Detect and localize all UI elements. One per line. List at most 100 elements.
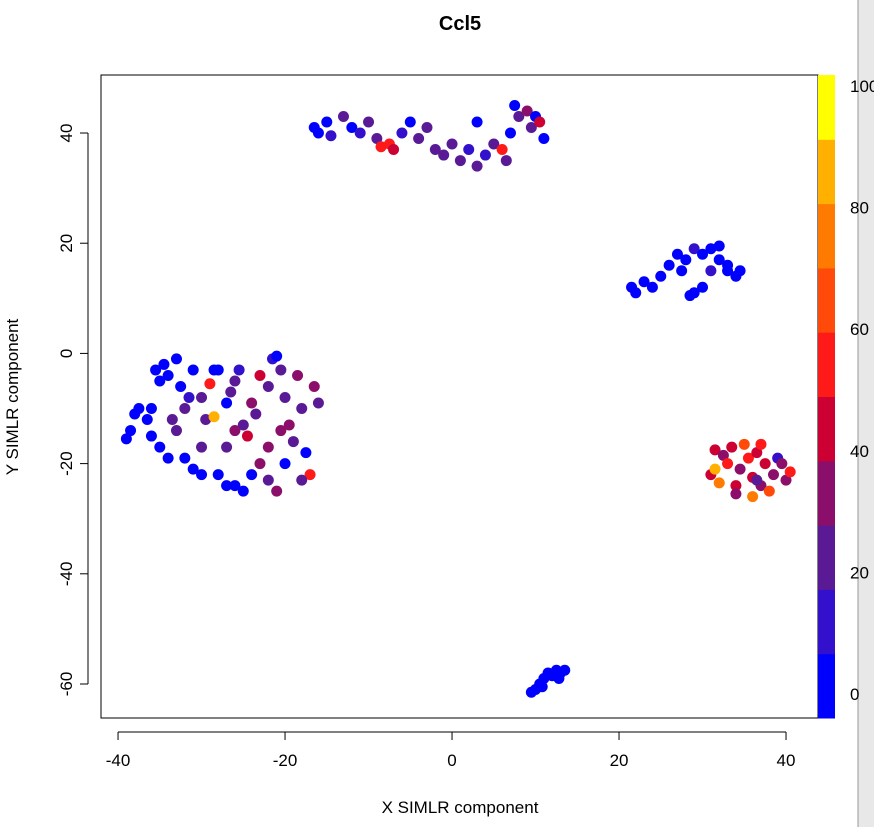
colorbar-bin bbox=[818, 589, 835, 655]
point bbox=[504, 127, 516, 139]
point bbox=[559, 664, 571, 676]
point bbox=[734, 265, 746, 277]
point bbox=[275, 364, 287, 376]
point bbox=[241, 430, 253, 442]
point bbox=[404, 116, 416, 128]
point bbox=[413, 133, 425, 145]
point bbox=[196, 391, 208, 403]
point bbox=[162, 369, 174, 381]
point bbox=[187, 463, 199, 475]
point bbox=[283, 419, 295, 431]
point bbox=[463, 144, 475, 156]
point bbox=[767, 469, 779, 481]
point bbox=[229, 375, 241, 387]
point bbox=[375, 141, 387, 153]
point bbox=[271, 485, 283, 497]
point bbox=[141, 414, 153, 426]
point bbox=[300, 447, 312, 459]
y-tick-label: -20 bbox=[57, 451, 76, 476]
point bbox=[713, 254, 725, 266]
point bbox=[162, 452, 174, 464]
point bbox=[254, 369, 266, 381]
point bbox=[196, 469, 208, 481]
point bbox=[525, 122, 537, 134]
point bbox=[292, 369, 304, 381]
point bbox=[396, 127, 408, 139]
point bbox=[471, 116, 483, 128]
x-tick-label: 20 bbox=[610, 751, 629, 770]
x-axis-label: X SIMLR component bbox=[382, 798, 539, 817]
point bbox=[371, 133, 383, 145]
point bbox=[233, 364, 245, 376]
point bbox=[166, 414, 178, 426]
point bbox=[237, 485, 249, 497]
colorbar-tick-label: 0 bbox=[850, 685, 859, 704]
point bbox=[738, 438, 750, 450]
point bbox=[705, 265, 717, 277]
point bbox=[208, 411, 220, 423]
colorbar-bin bbox=[818, 396, 835, 462]
point bbox=[388, 144, 400, 156]
point bbox=[747, 491, 759, 503]
point bbox=[722, 259, 734, 271]
point bbox=[262, 441, 274, 453]
point bbox=[755, 438, 767, 450]
point bbox=[676, 265, 688, 277]
point bbox=[438, 149, 450, 161]
point bbox=[154, 375, 166, 387]
point bbox=[221, 480, 233, 492]
point bbox=[638, 276, 650, 288]
point bbox=[212, 469, 224, 481]
point bbox=[536, 681, 548, 693]
colorbar-bin bbox=[818, 460, 835, 526]
point bbox=[170, 353, 182, 365]
point bbox=[730, 480, 742, 492]
colorbar-bin bbox=[818, 139, 835, 205]
point bbox=[446, 138, 458, 150]
point bbox=[705, 243, 717, 255]
point bbox=[150, 364, 162, 376]
point bbox=[722, 458, 734, 470]
point bbox=[346, 122, 358, 134]
point bbox=[250, 408, 262, 420]
point bbox=[262, 380, 274, 392]
point bbox=[229, 480, 241, 492]
point bbox=[279, 458, 291, 470]
point bbox=[671, 248, 683, 260]
point bbox=[742, 452, 754, 464]
point bbox=[275, 425, 287, 437]
point bbox=[776, 458, 788, 470]
point bbox=[684, 290, 696, 302]
colorbar-tick-label: 20 bbox=[850, 563, 869, 582]
x-tick-label: 40 bbox=[777, 751, 796, 770]
point bbox=[125, 425, 137, 437]
colorbar-bin bbox=[818, 203, 835, 269]
point bbox=[133, 403, 145, 415]
y-tick-label: 20 bbox=[57, 234, 76, 253]
point bbox=[262, 474, 274, 486]
point bbox=[179, 452, 191, 464]
point bbox=[751, 474, 763, 486]
point bbox=[229, 425, 241, 437]
point bbox=[237, 419, 249, 431]
point bbox=[221, 397, 233, 409]
point bbox=[296, 474, 308, 486]
y-tick-label: 40 bbox=[57, 124, 76, 143]
point bbox=[296, 403, 308, 415]
point bbox=[697, 248, 709, 260]
point bbox=[321, 116, 333, 128]
colorbar-bin bbox=[818, 525, 835, 590]
point bbox=[312, 127, 324, 139]
point bbox=[630, 287, 642, 299]
point bbox=[655, 270, 667, 282]
point bbox=[312, 397, 324, 409]
colorbar-tick-label: 40 bbox=[850, 442, 869, 461]
point bbox=[479, 149, 491, 161]
point bbox=[709, 444, 721, 456]
x-tick-label: -40 bbox=[106, 751, 131, 770]
y-tick-label: -40 bbox=[57, 562, 76, 587]
point bbox=[325, 130, 337, 142]
point bbox=[196, 441, 208, 453]
point bbox=[663, 259, 675, 271]
point bbox=[158, 358, 170, 370]
